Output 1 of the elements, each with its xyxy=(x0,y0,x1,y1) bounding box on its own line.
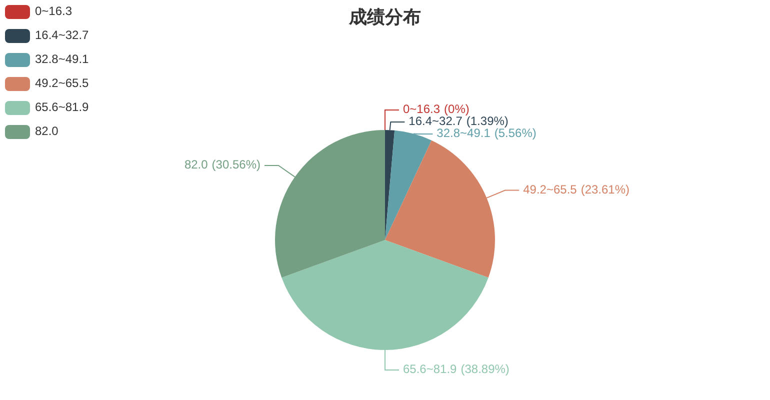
title: 成绩分布 xyxy=(349,6,421,27)
